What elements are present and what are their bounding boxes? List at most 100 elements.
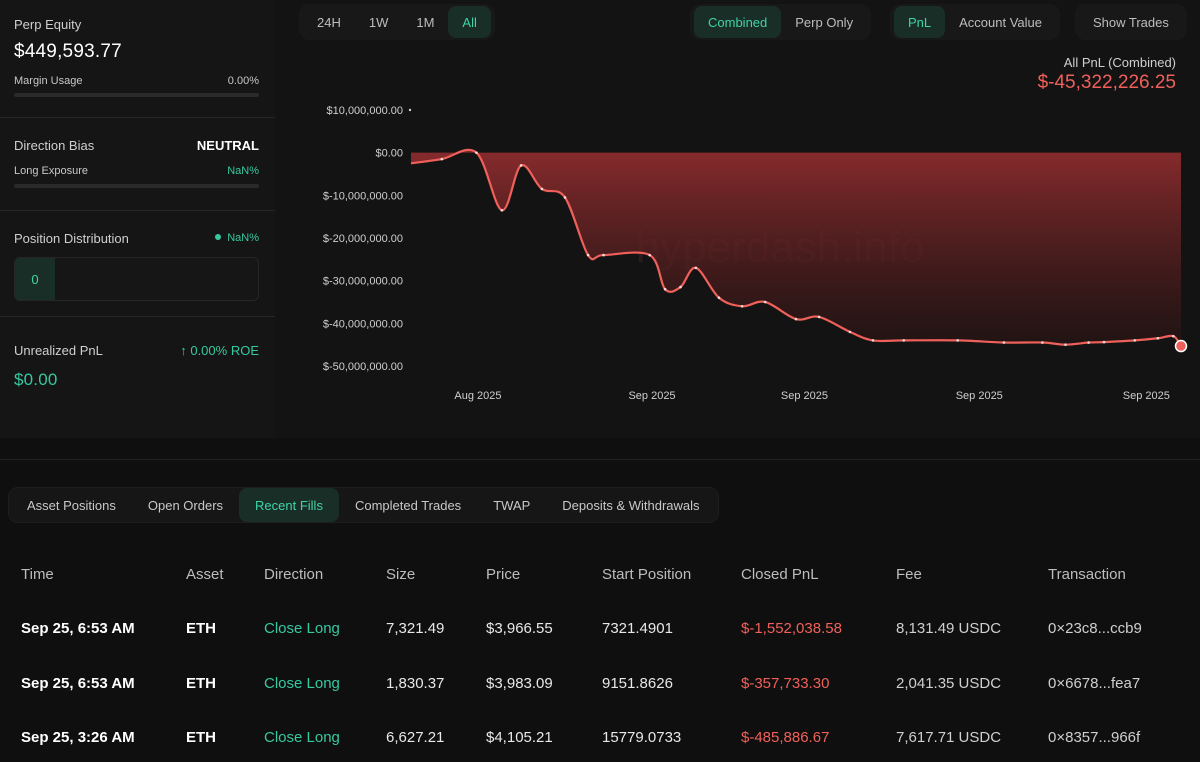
cell-transaction-link[interactable]: 0×23c8...ccb9 xyxy=(1048,620,1142,637)
col-asset-header[interactable]: Asset xyxy=(186,566,224,583)
pnl-data-point xyxy=(440,157,444,161)
tab-deposits-withdrawals[interactable]: Deposits & Withdrawals xyxy=(562,497,700,513)
perp-equity-section: Perp Equity $449,593.77 Margin Usage 0.0… xyxy=(0,0,275,118)
range-1m-button[interactable]: 1M xyxy=(416,14,435,30)
cell-direction: Close Long xyxy=(264,620,340,637)
pnl-data-point xyxy=(717,296,721,300)
direction-bias-section: Direction Bias NEUTRAL Long Exposure NaN… xyxy=(0,118,275,211)
pnl-data-point xyxy=(586,253,590,257)
col-start-position-header[interactable]: Start Position xyxy=(602,566,692,583)
mode-combined-button[interactable]: Combined xyxy=(694,6,782,38)
cell-fee: 7,617.71 USDC xyxy=(896,729,1002,746)
pnl-chart[interactable]: $10,000,000.00 $0.00 $-10,000,000.00 $-20,0… xyxy=(275,0,1200,438)
pnl-data-point xyxy=(902,339,906,342)
pnl-data-point xyxy=(679,285,682,289)
range-all-button[interactable]: All xyxy=(448,6,491,38)
pnl-data-point xyxy=(563,196,567,199)
tab-recent-fills[interactable]: Recent Fills xyxy=(239,488,339,522)
arrow-up-icon: ↑ xyxy=(180,343,187,358)
margin-usage-bar xyxy=(14,93,259,97)
pnl-data-point xyxy=(663,287,667,291)
y-tick-label: $-50,000,000.00 xyxy=(323,361,403,373)
chart-title: All PnL (Combined) xyxy=(1063,55,1176,70)
col-size-header[interactable]: Size xyxy=(386,566,416,583)
range-1w-button[interactable]: 1W xyxy=(368,14,389,30)
perp-equity-value: $449,593.77 xyxy=(14,41,122,62)
pnl-area xyxy=(411,149,1181,347)
cell-start-position: 9151.8626 xyxy=(602,675,673,692)
col-time-header[interactable]: Time xyxy=(21,566,54,583)
cell-price: $3,966.55 xyxy=(486,620,553,637)
pnl-data-point xyxy=(648,253,651,257)
positions-tabs: Asset Positions Open Orders Recent Fills… xyxy=(8,487,719,523)
cell-direction: Close Long xyxy=(264,675,340,692)
status-dot-icon xyxy=(215,234,222,240)
pnl-data-point xyxy=(956,339,959,342)
pnl-data-point xyxy=(817,315,821,319)
col-closed-pnl-header[interactable]: Closed PnL xyxy=(741,566,819,583)
pnl-data-point xyxy=(1064,343,1067,346)
cell-closed-pnl: $-485,886.67 xyxy=(741,729,830,746)
long-exposure-value: NaN% xyxy=(227,165,259,177)
range-24h-button[interactable]: 24H xyxy=(317,14,341,30)
col-transaction-header[interactable]: Transaction xyxy=(1048,566,1126,583)
position-distribution-section: Position Distribution NaN% 0 xyxy=(0,211,275,317)
show-trades-group: Show Trades xyxy=(1075,4,1187,40)
y-tick-label: $-10,000,000.00 xyxy=(323,190,403,202)
y-axis: $10,000,000.00 $0.00 $-10,000,000.00 $-20,0… xyxy=(323,105,412,373)
col-direction-header[interactable]: Direction xyxy=(264,566,324,583)
pnl-data-point xyxy=(1156,336,1160,340)
long-exposure-bar xyxy=(14,184,259,188)
cell-transaction-link[interactable]: 0×8357...966f xyxy=(1048,729,1141,746)
direction-bias-value: NEUTRAL xyxy=(196,138,259,153)
mode-perp-only-button[interactable]: Perp Only xyxy=(795,14,854,30)
cell-time: Sep 25, 3:26 AM xyxy=(21,729,135,746)
cell-start-position: 15779.0733 xyxy=(602,729,682,746)
pnl-chart-panel: 24H 1W 1M All Combined Perp Only PnL Acc… xyxy=(275,0,1200,438)
cell-start-position: 7321.4901 xyxy=(602,620,673,637)
pnl-data-point xyxy=(475,151,478,154)
pnl-data-point xyxy=(794,317,798,321)
cell-transaction-link[interactable]: 0×6678...fea7 xyxy=(1048,675,1141,692)
summary-panel: Perp Equity $449,593.77 Margin Usage 0.0… xyxy=(0,0,275,438)
show-trades-button[interactable]: Show Trades xyxy=(1093,14,1169,30)
cell-closed-pnl: $-1,552,038.58 xyxy=(741,620,842,637)
pnl-data-point xyxy=(1102,340,1106,344)
y-tick-label: $-40,000,000.00 xyxy=(323,318,403,330)
cell-size: 1,830.37 xyxy=(386,675,445,692)
cell-direction: Close Long xyxy=(264,729,340,746)
cell-fee: 2,041.35 USDC xyxy=(896,675,1002,692)
cell-asset: ETH xyxy=(186,675,216,692)
pnl-data-point xyxy=(694,266,698,270)
tab-completed-trades[interactable]: Completed Trades xyxy=(354,497,462,513)
x-tick-label: Sep 2025 xyxy=(781,390,828,402)
pnl-data-point xyxy=(1041,341,1044,344)
unrealized-pnl-section: Unrealized PnL ↑ 0.00% ROE $0.00 xyxy=(0,317,275,438)
cell-time: Sep 25, 6:53 AM xyxy=(21,675,135,692)
unrealized-pnl-label: Unrealized PnL xyxy=(14,343,103,358)
x-axis: Aug 2025 Sep 2025 Sep 2025 Sep 2025 Sep 2025 xyxy=(454,390,1169,402)
pnl-points xyxy=(440,151,1175,346)
cell-size: 6,627.21 xyxy=(386,729,445,746)
unrealized-pnl-value: $0.00 xyxy=(14,370,58,389)
time-range-selector: 24H 1W 1M All xyxy=(299,4,495,40)
cell-size: 7,321.49 xyxy=(386,620,445,637)
pnl-data-point xyxy=(848,330,852,334)
position-distribution-label: Position Distribution xyxy=(14,231,129,246)
y-tick-label: $0.00 xyxy=(375,148,403,160)
col-fee-header[interactable]: Fee xyxy=(896,566,922,583)
y-tick-mark xyxy=(408,108,412,112)
tab-open-orders[interactable]: Open Orders xyxy=(147,497,224,513)
col-price-header[interactable]: Price xyxy=(486,566,521,583)
x-tick-label: Sep 2025 xyxy=(1123,390,1170,402)
margin-usage-label: Margin Usage xyxy=(14,75,83,87)
metric-account-value-button[interactable]: Account Value xyxy=(959,14,1043,30)
metric-pnl-button[interactable]: PnL xyxy=(894,6,946,38)
pnl-current-point[interactable] xyxy=(1174,339,1188,353)
pnl-data-point xyxy=(763,300,767,304)
cell-closed-pnl: $-357,733.30 xyxy=(741,675,830,692)
cell-price: $3,983.09 xyxy=(486,675,553,692)
tab-twap[interactable]: TWAP xyxy=(493,497,531,513)
tab-asset-positions[interactable]: Asset Positions xyxy=(27,497,116,513)
x-tick-label: Sep 2025 xyxy=(956,390,1003,402)
